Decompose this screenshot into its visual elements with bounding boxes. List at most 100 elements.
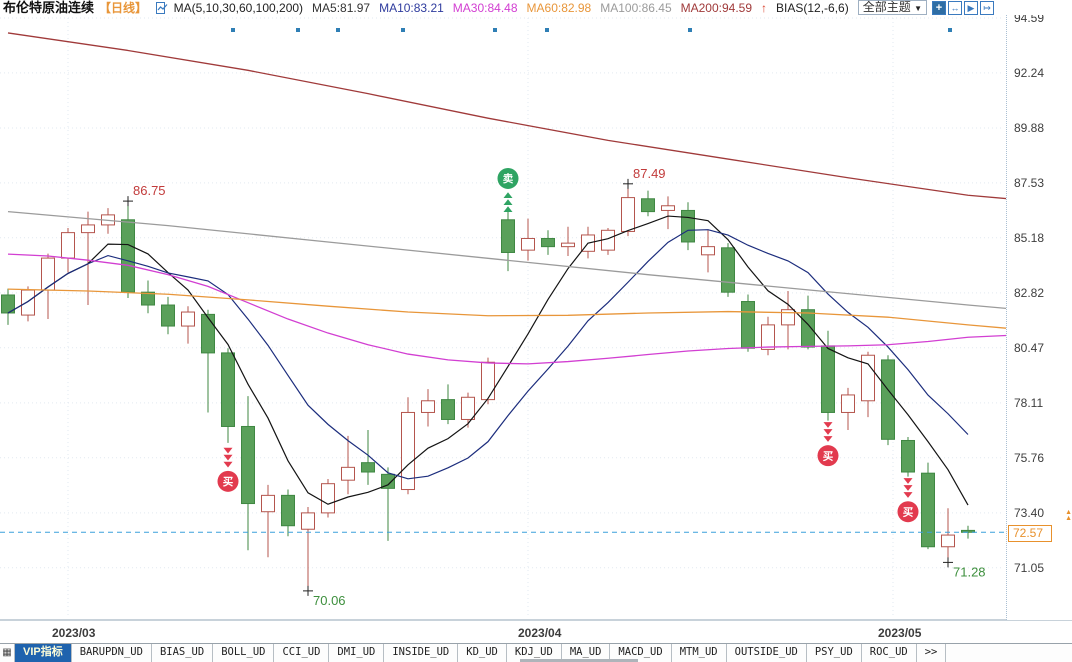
tab-ma_ud[interactable]: MA_UD [562,644,611,662]
candle-down [361,462,375,473]
axis-price-label: 85.18 [1014,230,1045,245]
candle-down [121,219,135,293]
candle-up [781,309,795,326]
candle-up [521,237,535,251]
date-label: 2023/04 [518,626,562,640]
play-right-icon[interactable]: ▶ [964,0,978,15]
axis-price-label: 89.88 [1014,121,1045,135]
axis-price-label: 78.11 [1014,395,1044,410]
axis-price-label: 82.82 [1014,285,1045,300]
ma-line-ma10 [7,229,969,480]
ma-value-label: MA100:86.45 [600,0,672,15]
ma-line-ma200 [7,32,1009,200]
candle-up [21,289,35,316]
candle-down [501,219,515,253]
candle-up [41,257,55,291]
tab-macd_ud[interactable]: MACD_UD [610,644,672,662]
sell-signal-marker [497,167,519,189]
header-controls: 全部主题 ▼ + ↔ ▶ ↦ [857,0,994,15]
buy-chevron-icon [223,454,233,461]
bias-settings-label: BIAS(12,-6,6) [776,0,849,15]
buy-chevron-icon [223,447,233,454]
tab-corner-grid-icon[interactable]: ▦ [0,644,15,662]
buy-signal-marker [897,501,919,523]
axis-price-label: 71.05 [1014,560,1045,575]
buy-signal-marker [217,470,239,492]
signal-dot [948,28,952,32]
tab-bias_ud[interactable]: BIAS_UD [152,644,214,662]
tab-cci_ud[interactable]: CCI_UD [274,644,330,662]
buy-chevron-icon [903,492,913,498]
candle-up [401,411,415,491]
tab->>[interactable]: >> [917,644,947,662]
candle-up [301,512,315,530]
axis-price-label: 94.59 [1014,11,1045,25]
signal-up-arrow-icon: ↑ [761,0,768,15]
ma-value-label: MA200:94.59 [680,0,753,15]
buy-signal-label: 买 [903,507,914,519]
axis-price-label: 87.53 [1014,175,1045,190]
buy-chevron-icon [903,478,913,484]
scrollbar-thumb[interactable] [520,659,638,662]
tab-roc_ud[interactable]: ROC_UD [862,644,917,662]
tab-mtm_ud[interactable]: MTM_UD [672,644,727,662]
ma-line-ma30 [7,253,1009,365]
tab-kdj_ud[interactable]: KDJ_UD [507,644,562,662]
date-label: 2023/03 [52,626,96,640]
candle-up [661,205,675,211]
candle-up [861,354,875,402]
candle-down [721,247,735,293]
tab-dmi_ud[interactable]: DMI_UD [329,644,385,662]
chart-area[interactable]: 卖买买买 86.75 87.49 70.06 71.28 [0,14,1009,620]
candle-up [81,224,95,234]
sell-chevron-icon [503,206,513,213]
candle-up [341,466,355,481]
price-axis[interactable]: 72.57 ▲ ▲ 94.59 92.24 89.88 87.53 85.18 82.82 8… [1006,11,1072,620]
candle-down [901,439,915,473]
axis-price-label: 80.47 [1014,340,1045,355]
signal-dot [231,28,235,32]
time-axis: 2023/03 2023/04 2023/05 [0,620,1072,643]
theme-dropdown[interactable]: 全部主题 ▼ [857,0,927,15]
candle-down [281,494,295,527]
buy-signal-label: 买 [823,450,834,462]
date-label: 2023/05 [878,626,922,640]
axis-price-label: 73.40 [1014,505,1045,520]
candle-down [221,352,235,427]
fit-width-icon[interactable]: ↔ [948,0,962,15]
tab-vip-[interactable]: VIP指标 [15,644,72,662]
sell-signal-label: 卖 [503,172,514,185]
candle-down [741,301,755,349]
buy-signal-label: 买 [223,476,234,488]
signal-dot [688,28,692,32]
tab-barupdn_ud[interactable]: BARUPDN_UD [72,644,152,662]
goto-latest-icon[interactable]: ↦ [980,0,994,15]
candle-up [61,232,75,259]
crosshair-icon[interactable]: + [932,0,946,15]
signal-dot [545,28,549,32]
candle-up [561,242,575,248]
tab-kd_ud[interactable]: KD_UD [458,644,507,662]
buy-chevron-icon [223,461,233,468]
chart-type-icon[interactable] [156,1,168,14]
signal-dot [493,28,497,32]
candle-up [321,483,335,514]
chart-header: 布伦特原油连续 【日线】 MA(5,10,30,60,100,200) MA5:… [0,0,1072,15]
candle-down [801,309,815,348]
signal-dot [336,28,340,32]
price-extreme-label: 71.28 [953,564,986,579]
tab-boll_ud[interactable]: BOLL_UD [213,644,275,662]
tab-inside_ud[interactable]: INSIDE_UD [384,644,459,662]
chart-toolbar: + ↔ ▶ ↦ [932,0,994,15]
candle-down [641,198,655,213]
tab-outside_ud[interactable]: OUTSIDE_UD [727,644,807,662]
price-up-arrows-icon: ▲ ▲ [1065,509,1072,522]
price-extreme-label: 70.06 [313,593,346,608]
last-price-tag: 72.57 [1008,525,1052,542]
candle-down [921,472,935,548]
symbol-title: 布伦特原油连续 [3,0,95,15]
tab-psy_ud[interactable]: PSY_UD [807,644,862,662]
candle-up [941,534,955,548]
